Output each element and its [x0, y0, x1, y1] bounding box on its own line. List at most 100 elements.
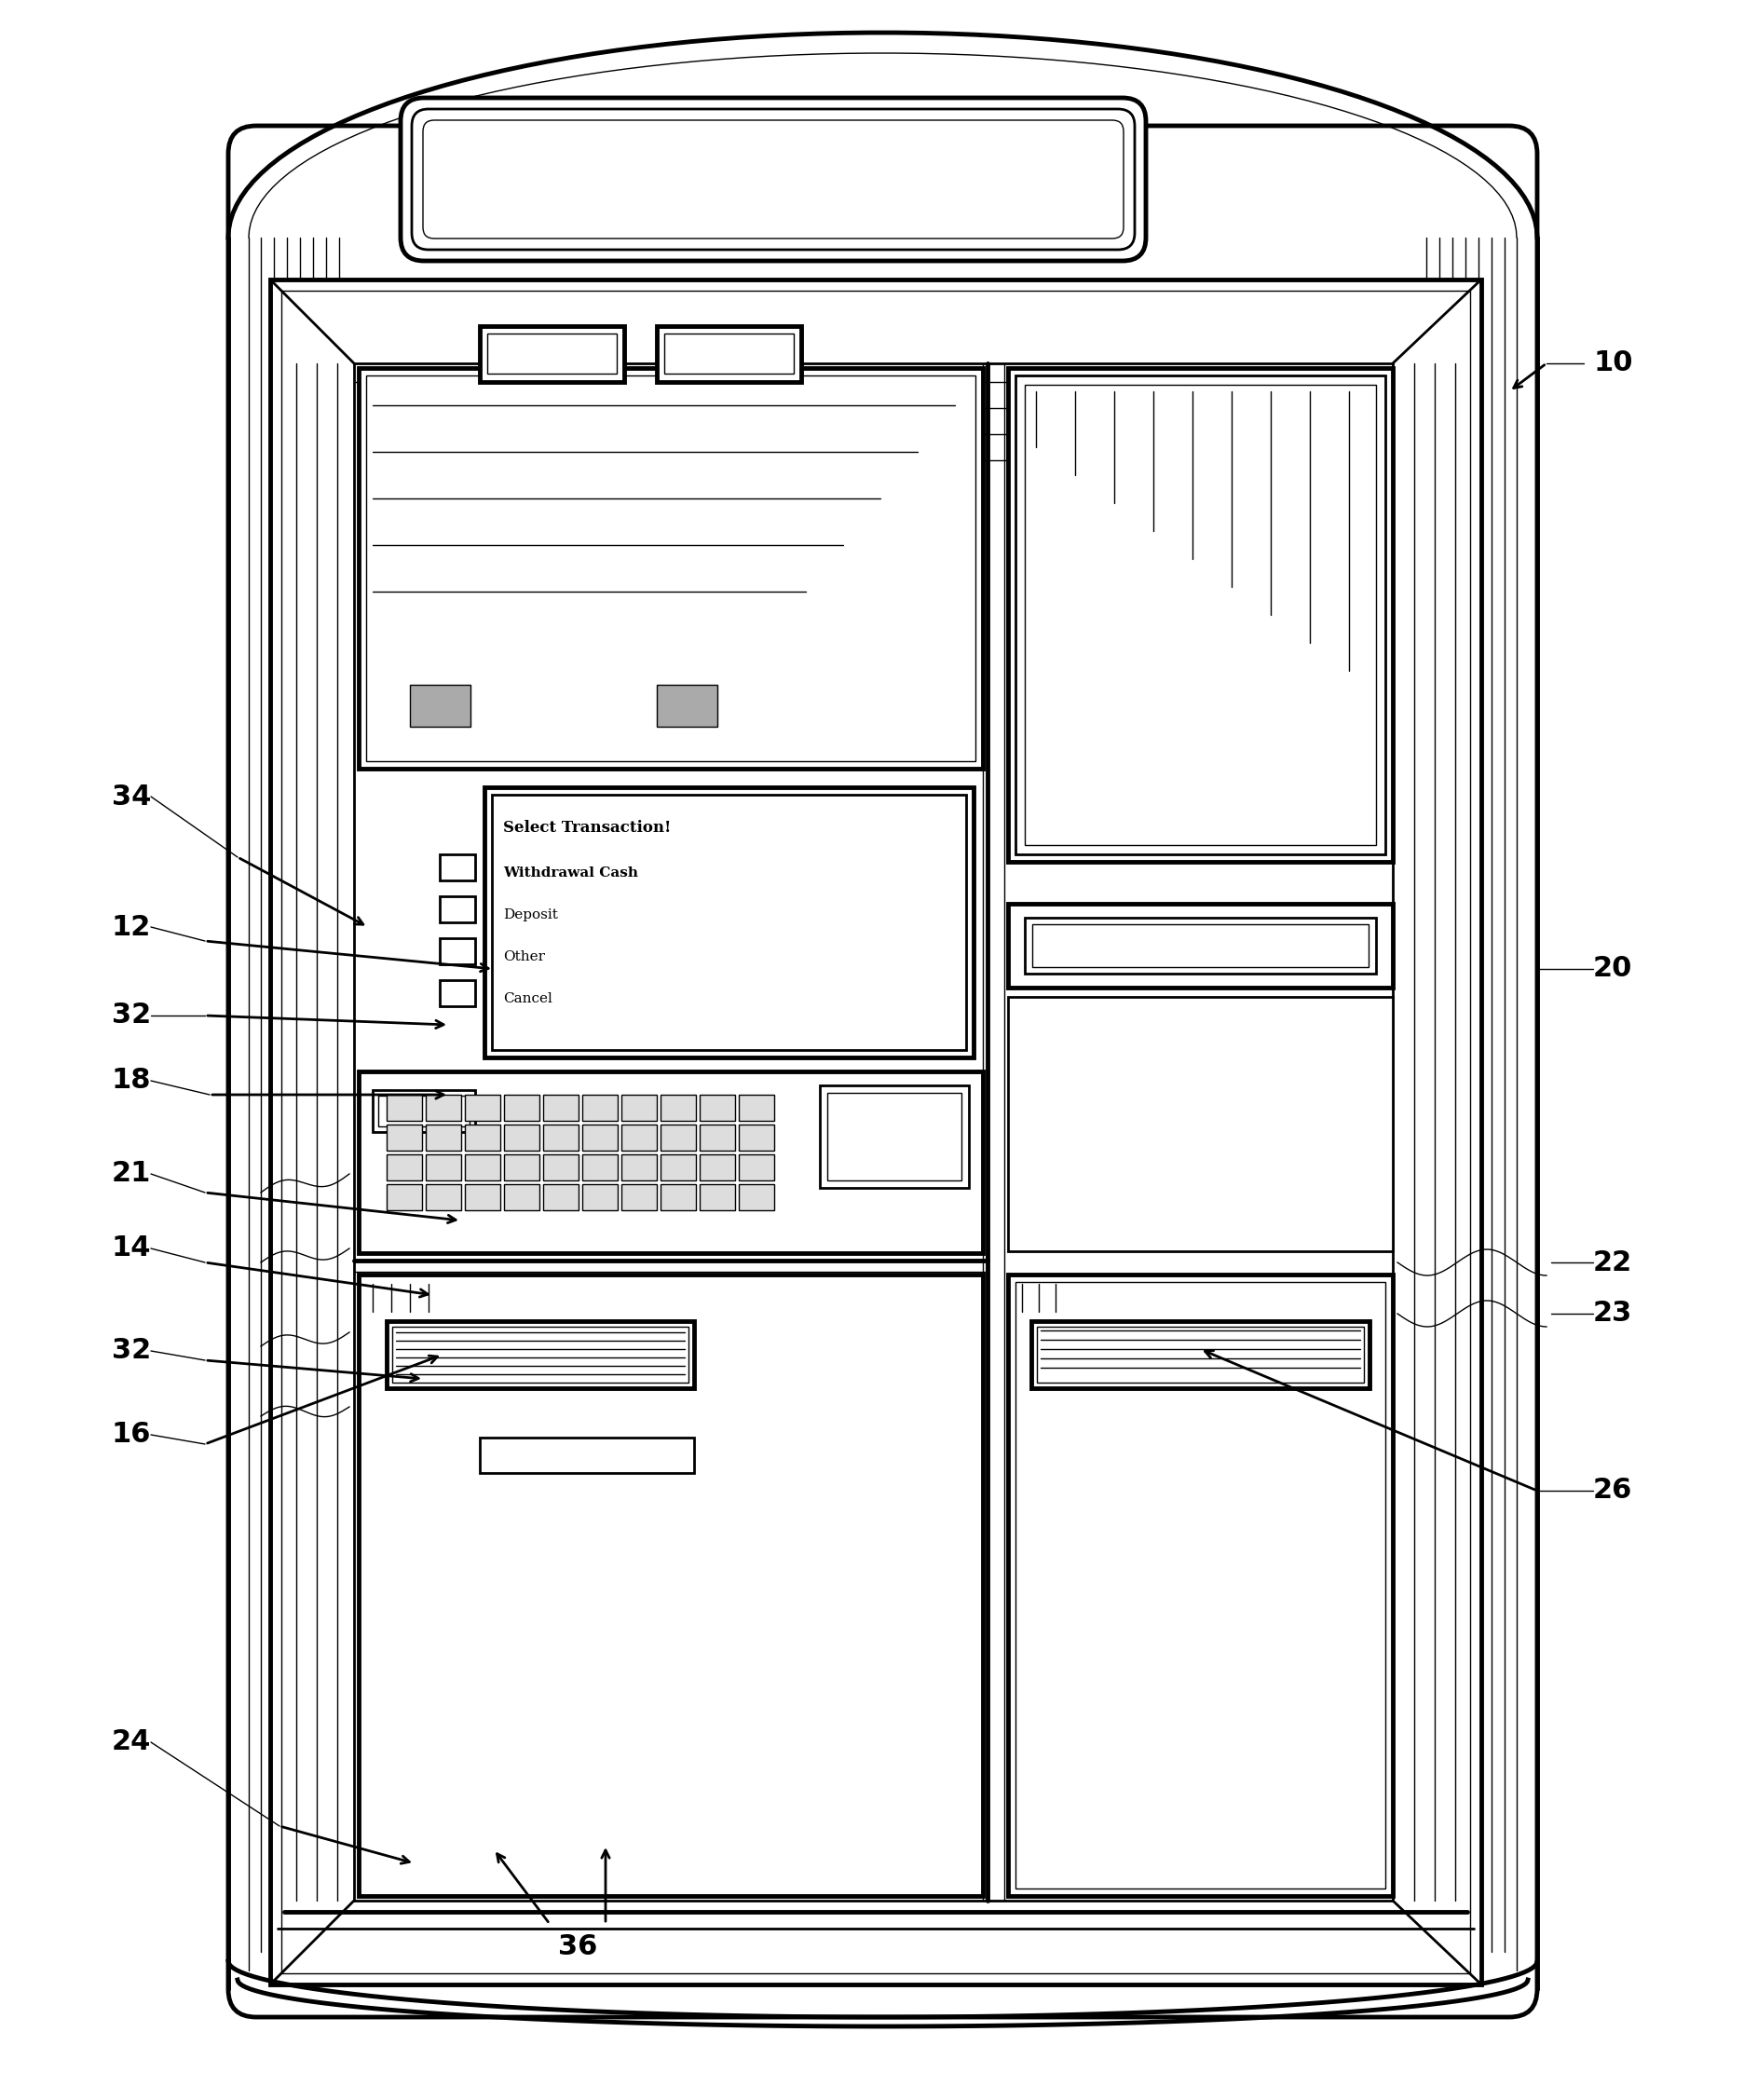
Bar: [492, 794, 966, 1050]
Bar: [270, 279, 1481, 1984]
Text: 34: 34: [112, 783, 152, 811]
Bar: [1008, 368, 1393, 861]
Bar: [1031, 1321, 1369, 1388]
Text: 36: 36: [558, 1934, 598, 1961]
Bar: [1038, 1327, 1364, 1382]
Bar: [739, 1124, 774, 1151]
Bar: [1008, 997, 1393, 1252]
Bar: [426, 1184, 460, 1210]
FancyBboxPatch shape: [424, 120, 1123, 239]
Bar: [439, 897, 474, 922]
Bar: [504, 1124, 539, 1151]
Bar: [621, 1155, 657, 1180]
Bar: [699, 1094, 734, 1121]
Bar: [699, 1184, 734, 1210]
Bar: [378, 1096, 469, 1126]
Bar: [504, 1184, 539, 1210]
Text: 18: 18: [112, 1067, 152, 1094]
Bar: [739, 1184, 774, 1210]
Text: Select Transaction!: Select Transaction!: [502, 819, 671, 836]
Bar: [387, 1321, 694, 1388]
Bar: [426, 1124, 460, 1151]
Text: 12: 12: [112, 914, 152, 941]
Bar: [664, 334, 794, 374]
Bar: [657, 326, 800, 382]
Bar: [281, 290, 1470, 1974]
Bar: [657, 685, 717, 727]
Bar: [466, 1094, 501, 1121]
Bar: [387, 1184, 422, 1210]
Bar: [366, 376, 975, 760]
FancyBboxPatch shape: [401, 99, 1146, 260]
Bar: [1032, 924, 1369, 968]
Bar: [359, 1275, 984, 1896]
Bar: [480, 1438, 694, 1472]
Bar: [392, 1327, 689, 1382]
Bar: [739, 1094, 774, 1121]
Bar: [466, 1155, 501, 1180]
Bar: [621, 1094, 657, 1121]
FancyBboxPatch shape: [228, 126, 1536, 2018]
Bar: [582, 1155, 617, 1180]
Bar: [485, 788, 973, 1058]
Bar: [439, 939, 474, 964]
Text: 32: 32: [112, 1338, 152, 1365]
Text: Cancel: Cancel: [502, 991, 553, 1006]
Bar: [359, 368, 984, 769]
Bar: [1015, 1281, 1385, 1888]
Bar: [1015, 376, 1385, 855]
Bar: [1008, 903, 1393, 987]
Bar: [466, 1184, 501, 1210]
Bar: [661, 1124, 696, 1151]
Text: 16: 16: [112, 1422, 152, 1449]
Bar: [1025, 918, 1376, 974]
Text: 10: 10: [1592, 351, 1632, 376]
Bar: [387, 1094, 422, 1121]
Text: 26: 26: [1592, 1476, 1632, 1504]
Bar: [582, 1184, 617, 1210]
Bar: [387, 1155, 422, 1180]
Bar: [426, 1155, 460, 1180]
Bar: [1025, 384, 1376, 844]
Bar: [739, 1155, 774, 1180]
Text: Other: Other: [502, 951, 546, 964]
Bar: [621, 1184, 657, 1210]
Text: 22: 22: [1592, 1249, 1632, 1277]
Bar: [621, 1124, 657, 1151]
Bar: [1008, 1275, 1393, 1896]
Bar: [480, 326, 624, 382]
Bar: [582, 1124, 617, 1151]
Bar: [439, 855, 474, 880]
Bar: [699, 1155, 734, 1180]
Bar: [426, 1094, 460, 1121]
Bar: [439, 981, 474, 1006]
Bar: [487, 334, 617, 374]
Bar: [820, 1086, 970, 1189]
Bar: [699, 1124, 734, 1151]
Bar: [359, 1071, 984, 1254]
Bar: [466, 1124, 501, 1151]
Bar: [387, 1124, 422, 1151]
Bar: [504, 1155, 539, 1180]
Bar: [661, 1094, 696, 1121]
Text: 14: 14: [112, 1235, 152, 1262]
Bar: [410, 685, 471, 727]
Bar: [827, 1092, 961, 1180]
Bar: [504, 1094, 539, 1121]
Bar: [542, 1094, 579, 1121]
Text: 21: 21: [112, 1161, 152, 1186]
Bar: [542, 1155, 579, 1180]
Text: 24: 24: [112, 1728, 152, 1756]
Bar: [661, 1155, 696, 1180]
Bar: [542, 1184, 579, 1210]
Text: 32: 32: [112, 1002, 152, 1029]
FancyBboxPatch shape: [412, 109, 1135, 250]
Bar: [661, 1184, 696, 1210]
Text: 20: 20: [1592, 955, 1632, 983]
Bar: [373, 1090, 474, 1132]
Text: Withdrawal Cash: Withdrawal Cash: [502, 867, 638, 880]
Bar: [542, 1124, 579, 1151]
Text: Deposit: Deposit: [502, 909, 558, 922]
Text: 23: 23: [1592, 1300, 1632, 1327]
Bar: [582, 1094, 617, 1121]
